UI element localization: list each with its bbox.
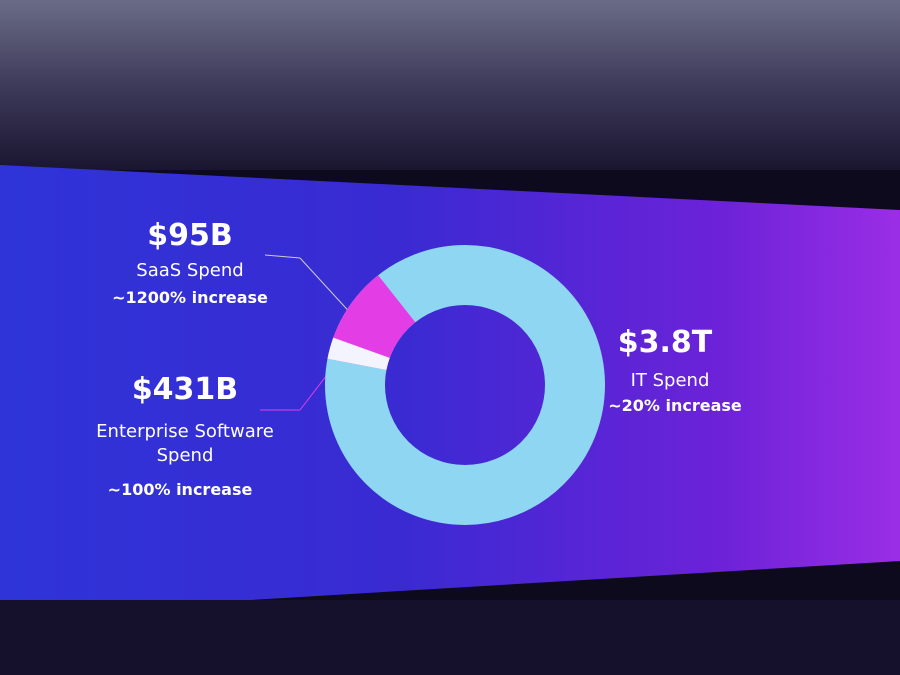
floor bbox=[0, 600, 900, 675]
ceiling bbox=[0, 0, 900, 170]
annotation: ~1200% increase bbox=[112, 288, 268, 307]
donut-segment bbox=[327, 337, 390, 371]
value-label: $431B bbox=[131, 372, 239, 407]
series-label: IT Spend bbox=[630, 370, 710, 391]
annotation: ~20% increase bbox=[608, 396, 742, 415]
series-label: SaaS Spend bbox=[136, 260, 244, 281]
leader-line bbox=[264, 254, 301, 259]
leader-line bbox=[299, 257, 356, 319]
donut-segment bbox=[325, 245, 605, 525]
value-label: $95B bbox=[147, 218, 233, 253]
screen bbox=[0, 165, 900, 615]
series-label: Enterprise Software Spend bbox=[96, 421, 274, 466]
value-label: $3.8T bbox=[617, 325, 713, 360]
annotation: ~100% increase bbox=[107, 480, 253, 499]
